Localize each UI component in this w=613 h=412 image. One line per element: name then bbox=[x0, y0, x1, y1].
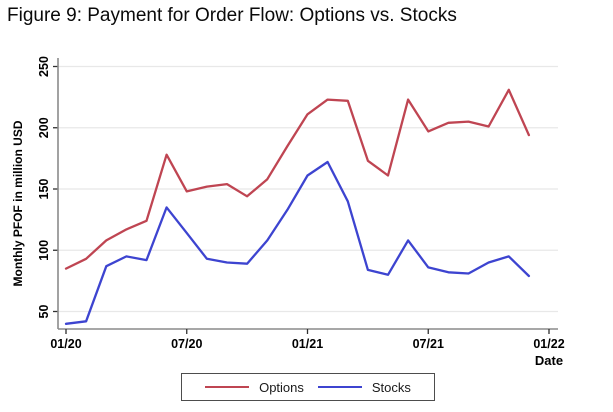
y-tick-label: 250 bbox=[37, 56, 51, 77]
legend-label-stocks: Stocks bbox=[371, 379, 411, 395]
x-tick-label: 07/20 bbox=[171, 337, 202, 351]
legend-label-options: Options bbox=[259, 379, 304, 395]
options-line-swatch bbox=[205, 386, 250, 388]
y-tick-label: 100 bbox=[37, 240, 51, 261]
x-tick-label: 01/22 bbox=[533, 337, 564, 351]
y-tick-label: 150 bbox=[37, 179, 51, 200]
figure-title: Figure 9: Payment for Order Flow: Option… bbox=[7, 5, 457, 26]
legend-entry-stocks: Stocks bbox=[317, 379, 411, 395]
x-axis-title: Date bbox=[535, 353, 563, 368]
x-tick-label: 07/21 bbox=[413, 337, 444, 351]
legend-box: Options Stocks bbox=[181, 373, 435, 401]
stocks-line bbox=[64, 160, 531, 325]
x-tick-label: 01/21 bbox=[292, 337, 323, 351]
y-tick-label: 50 bbox=[37, 305, 51, 319]
legend-entry-options: Options bbox=[205, 380, 304, 395]
x-tick-label: 01/20 bbox=[50, 337, 81, 351]
y-axis-title: Monthly PFOF in million USD bbox=[11, 120, 25, 286]
stocks-line-swatch bbox=[317, 386, 362, 388]
options-line bbox=[64, 88, 531, 270]
y-tick-label: 200 bbox=[37, 117, 51, 138]
